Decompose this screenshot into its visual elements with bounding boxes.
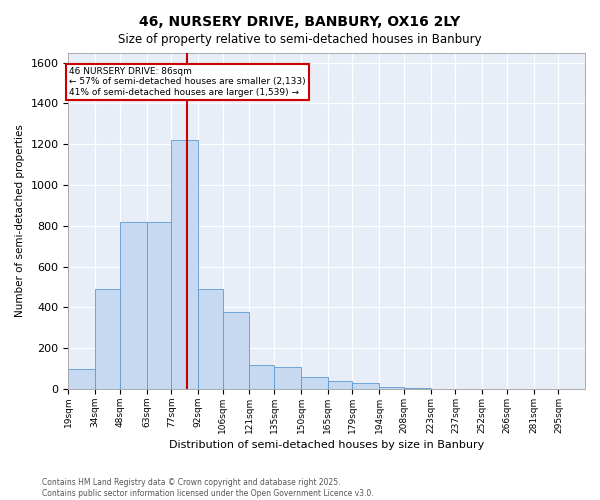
Y-axis label: Number of semi-detached properties: Number of semi-detached properties xyxy=(15,124,25,317)
Bar xyxy=(198,289,223,389)
Bar xyxy=(328,381,352,389)
Bar xyxy=(250,364,274,389)
Bar xyxy=(352,383,379,389)
Bar xyxy=(120,222,146,389)
Text: 46, NURSERY DRIVE, BANBURY, OX16 2LY: 46, NURSERY DRIVE, BANBURY, OX16 2LY xyxy=(139,15,461,29)
Bar xyxy=(146,222,172,389)
Bar xyxy=(68,368,95,389)
X-axis label: Distribution of semi-detached houses by size in Banbury: Distribution of semi-detached houses by … xyxy=(169,440,484,450)
Text: Size of property relative to semi-detached houses in Banbury: Size of property relative to semi-detach… xyxy=(118,32,482,46)
Text: 46 NURSERY DRIVE: 86sqm
← 57% of semi-detached houses are smaller (2,133)
41% of: 46 NURSERY DRIVE: 86sqm ← 57% of semi-de… xyxy=(69,67,306,96)
Bar xyxy=(172,140,198,389)
Bar xyxy=(274,366,301,389)
Text: Contains HM Land Registry data © Crown copyright and database right 2025.
Contai: Contains HM Land Registry data © Crown c… xyxy=(42,478,374,498)
Bar xyxy=(404,388,431,389)
Bar xyxy=(379,387,404,389)
Bar xyxy=(301,377,328,389)
Bar xyxy=(95,289,120,389)
Bar xyxy=(223,312,250,389)
